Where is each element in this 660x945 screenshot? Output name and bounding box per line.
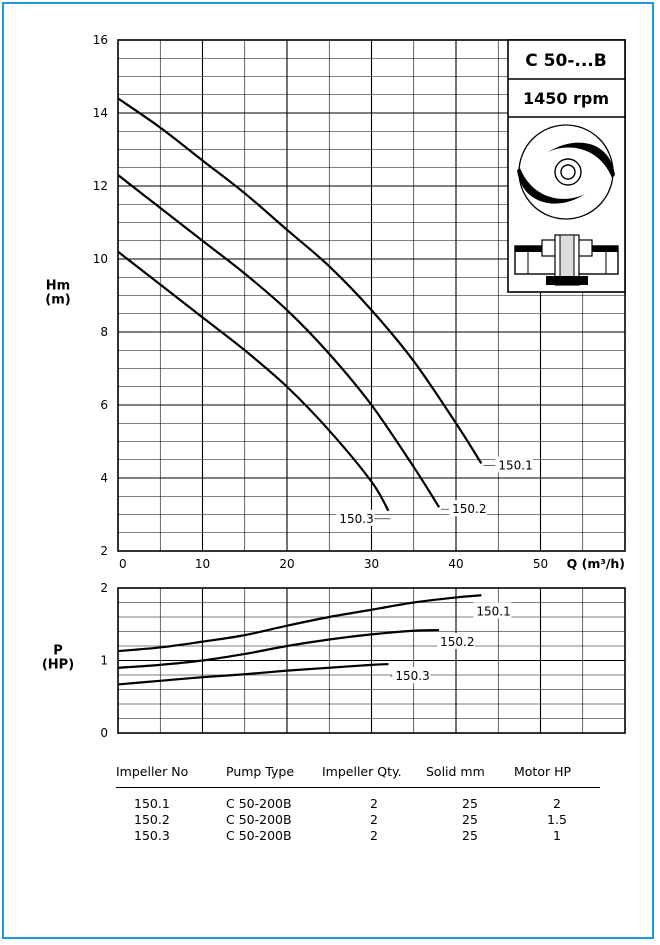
- y-tick-label: 10: [93, 252, 108, 266]
- title-panel: C 50-...B 1450 rpm: [507, 39, 626, 293]
- chart-title: C 50-...B: [525, 51, 606, 71]
- y-axis-label: (HP): [42, 658, 74, 673]
- cell-pump-type: C 50-200B: [226, 796, 292, 811]
- series-line-150.3: [117, 663, 389, 686]
- cell-solid-mm: 25: [462, 796, 478, 811]
- y-axis-label: P: [53, 644, 63, 659]
- series-line-150.2: [117, 174, 441, 508]
- impeller-side-view-icon: [514, 234, 619, 286]
- x-tick-label: 50: [533, 557, 548, 571]
- series-label-bg: [392, 667, 431, 684]
- cell-motor-hp: 2: [553, 796, 561, 811]
- pump-spec-table: Impeller No Pump Type Impeller Qty. Soli…: [116, 764, 600, 843]
- y-tick-label: 6: [100, 398, 108, 412]
- y-tick-label: 8: [100, 325, 108, 339]
- cell-motor-hp: 1.5: [547, 812, 567, 827]
- series-label-bg: [473, 602, 512, 619]
- table-row: 150.3 C 50-200B 2 25 1: [116, 827, 600, 843]
- plot-frame: [117, 587, 626, 734]
- y-tick-label: 12: [93, 179, 108, 193]
- series-label-bg: [449, 500, 488, 517]
- table-row: 150.2 C 50-200B 2 25 1.5: [116, 811, 600, 827]
- cell-motor-hp: 1: [553, 828, 561, 843]
- cell-solid-mm: 25: [462, 812, 478, 827]
- series-label: 150.1: [498, 458, 532, 472]
- cell-pump-type: C 50-200B: [226, 828, 292, 843]
- y-tick-label: 0: [100, 726, 108, 740]
- x-tick-label: 0: [119, 557, 127, 571]
- cell-impeller-qty: 2: [370, 796, 378, 811]
- series-line-150.1: [117, 594, 482, 653]
- cell-impeller-no: 150.1: [134, 796, 170, 811]
- cell-impeller-no: 150.2: [134, 812, 170, 827]
- chart-subtitle: 1450 rpm: [523, 89, 609, 108]
- series-label: 150.2: [440, 635, 474, 649]
- series-label: 150.3: [395, 669, 429, 683]
- series-line-150.3: [117, 250, 390, 512]
- header-motor-hp: Motor HP: [514, 764, 600, 788]
- x-tick-label: 10: [195, 557, 210, 571]
- y-axis-label: (m): [45, 293, 70, 308]
- cell-solid-mm: 25: [462, 828, 478, 843]
- y-tick-label: 4: [100, 471, 108, 485]
- header-solid-mm: Solid mm: [426, 764, 514, 788]
- x-tick-label: 30: [364, 557, 379, 571]
- y-axis-label: Hm: [46, 279, 70, 294]
- impeller-front-view-icon: [517, 124, 615, 220]
- cell-impeller-qty: 2: [370, 812, 378, 827]
- cell-impeller-qty: 2: [370, 828, 378, 843]
- x-tick-label: 40: [448, 557, 463, 571]
- header-impeller-no: Impeller No: [116, 764, 226, 788]
- series-label-bg: [495, 456, 534, 473]
- cell-pump-type: C 50-200B: [226, 812, 292, 827]
- power-chart: 0 1 2 P(HP) 150.1 150.2 150.3: [42, 581, 626, 740]
- head-chart: 2 4 6 8 10 12 14 16 0 10 20 30 40 50 Hm(m) Q (m³/h) 150.…: [45, 33, 626, 571]
- header-pump-type: Pump Type: [226, 764, 322, 788]
- y-tick-label: 16: [93, 33, 108, 47]
- series-line-150.2: [117, 628, 440, 669]
- x-tick-label: 20: [279, 557, 294, 571]
- page-frame: [2, 2, 654, 939]
- y-tick-label: 1: [100, 654, 108, 668]
- table-row: 150.1 C 50-200B 2 25 2: [116, 788, 600, 811]
- plot-frame: [117, 39, 626, 552]
- series-label: 150.2: [452, 502, 486, 516]
- x-axis-label: Q (m³/h): [567, 556, 625, 571]
- header-impeller-qty: Impeller Qty.: [322, 764, 426, 788]
- series-label-bg: [437, 633, 476, 650]
- y-tick-label: 2: [100, 544, 108, 558]
- y-tick-label: 2: [100, 581, 108, 595]
- series-label-bg: [336, 509, 375, 526]
- series-label: 150.3: [339, 512, 373, 526]
- cell-impeller-no: 150.3: [134, 828, 170, 843]
- series-line-150.1: [117, 97, 483, 464]
- series-label: 150.1: [476, 604, 510, 618]
- table-header-row: Impeller No Pump Type Impeller Qty. Soli…: [116, 764, 600, 788]
- y-tick-label: 14: [93, 106, 108, 120]
